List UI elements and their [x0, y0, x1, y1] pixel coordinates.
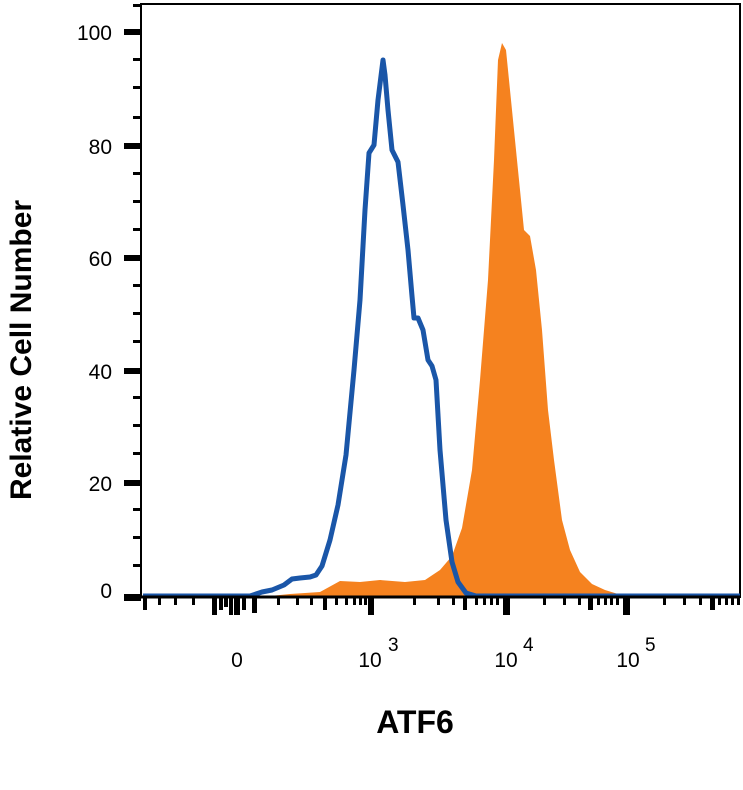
x-tick-label-zero: 0	[231, 649, 243, 672]
y-tick-label: 60	[89, 248, 112, 271]
x-axis-title: ATF6	[376, 704, 454, 740]
y-axis: 100 80 60 40 20 0	[77, 4, 142, 603]
y-tick-label: 100	[77, 22, 112, 45]
y-axis-title: Relative Cell Number	[5, 200, 38, 500]
y-tick-label: 40	[89, 361, 112, 384]
x-tick-label-1e4: 10	[494, 649, 517, 672]
x-tick-label-1e5: 10	[616, 649, 639, 672]
isotype-control-histogram-line	[143, 57, 740, 599]
y-tick-label: 20	[89, 473, 112, 496]
x-tick-exponent: 4	[523, 635, 534, 656]
plot-frame	[140, 3, 741, 598]
x-tick-exponent: 3	[388, 635, 399, 656]
stained-histogram-area	[143, 43, 630, 597]
x-axis: 0 10 3 10 4 10 5	[124, 595, 740, 672]
x-tick-label-1e3: 10	[358, 649, 381, 672]
y-tick-label: 0	[100, 580, 112, 603]
x-tick-exponent: 5	[645, 635, 656, 656]
y-tick-label: 80	[89, 136, 112, 159]
